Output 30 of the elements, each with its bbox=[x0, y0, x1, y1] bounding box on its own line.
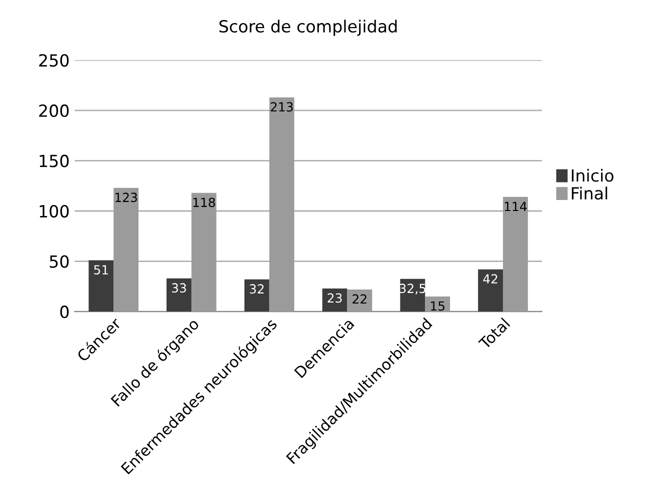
data-label: 213 bbox=[270, 102, 293, 112]
data-label: 22 bbox=[352, 294, 366, 304]
bar bbox=[244, 279, 270, 312]
y-tick-label: 150 bbox=[40, 154, 69, 168]
data-label: 23 bbox=[328, 293, 342, 303]
chart-title: Score de complejidad bbox=[219, 20, 397, 36]
y-tick-label: 0 bbox=[60, 306, 69, 318]
data-label: 42 bbox=[483, 274, 498, 284]
data-label: 123 bbox=[115, 192, 137, 202]
data-label: 32 bbox=[250, 284, 264, 294]
bar bbox=[191, 192, 216, 312]
data-label: 118 bbox=[193, 198, 215, 208]
bar bbox=[478, 269, 503, 312]
bar bbox=[347, 289, 372, 312]
bar bbox=[322, 288, 348, 312]
y-tick-label: 50 bbox=[50, 255, 69, 268]
data-label: 33 bbox=[172, 283, 186, 293]
data-label: 51 bbox=[94, 265, 108, 275]
bar bbox=[88, 260, 114, 312]
data-label: 114 bbox=[504, 202, 527, 211]
bar bbox=[114, 188, 138, 312]
y-tick-label: 200 bbox=[39, 104, 69, 117]
y-tick-label: 100 bbox=[40, 204, 69, 218]
y-tick-label: 250 bbox=[39, 54, 69, 67]
bar bbox=[166, 278, 192, 312]
bar bbox=[502, 196, 528, 312]
legend-label: Final bbox=[572, 186, 608, 200]
legend-label: Inicio bbox=[572, 168, 614, 182]
bar bbox=[269, 97, 294, 312]
data-label: 15 bbox=[430, 301, 444, 311]
